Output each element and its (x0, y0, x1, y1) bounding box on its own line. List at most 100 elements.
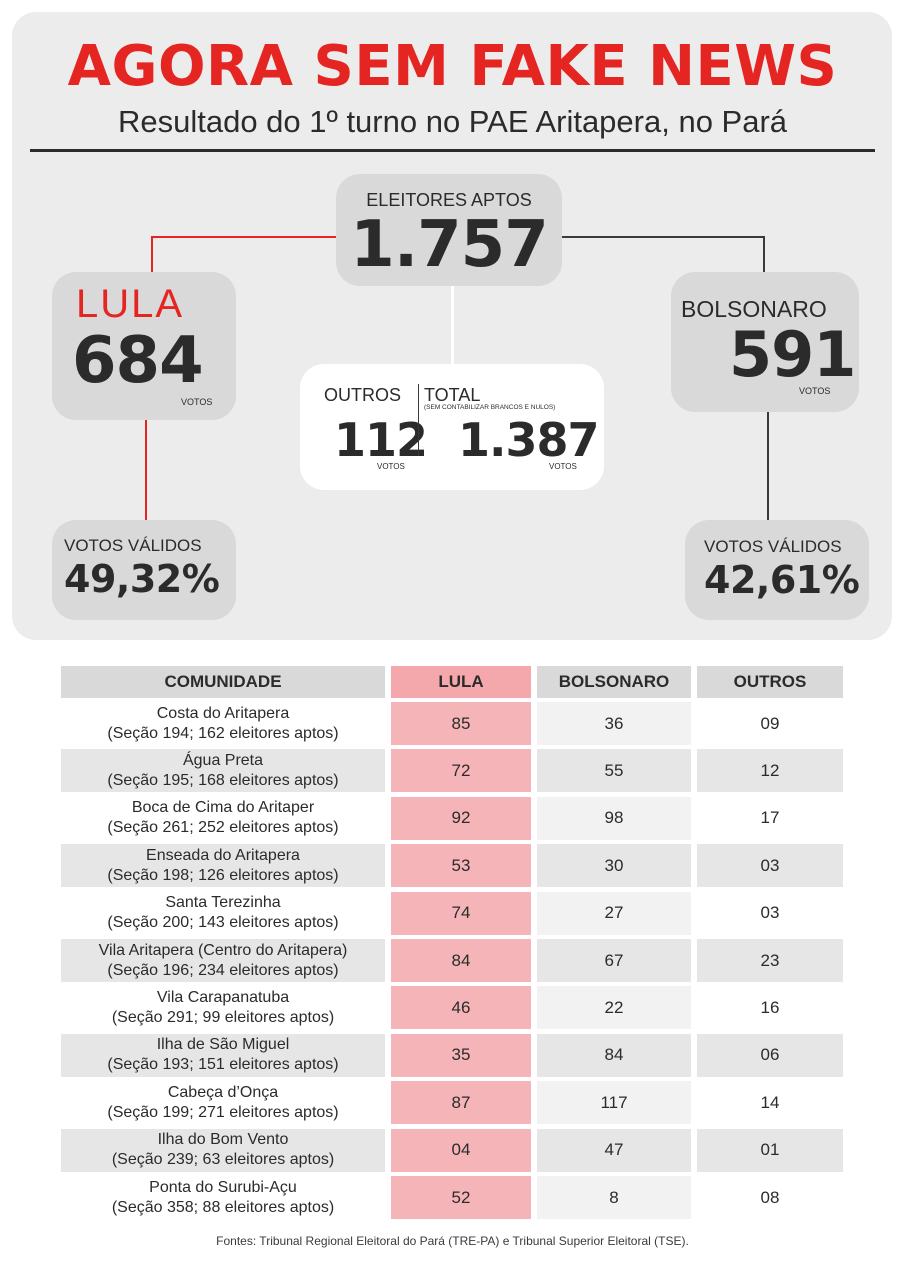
table-row-outros-votes: 12 (697, 749, 843, 793)
connector-bolsonaro-vertical-bottom (767, 412, 769, 522)
table-row-lula-votes: 85 (391, 702, 531, 745)
bolsonaro-votes-unit: VOTOS (799, 386, 831, 396)
table-row-outros-votes: 16 (697, 986, 843, 1030)
table-row-bolsonaro-votes: 67 (537, 939, 691, 982)
column-header-outros: OUTROS (697, 666, 843, 698)
outros-total-divider (418, 384, 419, 456)
community-section: (Seção 193; 151 eleitores aptos) (107, 1056, 339, 1074)
bolsonaro-valid-value: 42,61% (704, 558, 860, 602)
table-row-outros-votes: 06 (697, 1033, 843, 1077)
community-section: (Seção 196; 234 eleitores aptos) (107, 961, 339, 979)
table-row-lula-votes: 53 (391, 844, 531, 888)
headline: AGORA SEM FAKE NEWS (67, 34, 838, 99)
table-row-lula-votes: 72 (391, 749, 531, 793)
column-header-bolsonaro: BOLSONARO (537, 666, 691, 698)
table-row-bolsonaro-votes: 117 (537, 1081, 691, 1125)
community-section: (Seção 239; 63 eleitores aptos) (111, 1151, 335, 1169)
table-row-lula-votes: 74 (391, 891, 531, 935)
community-section: (Seção 198; 126 eleitores aptos) (107, 866, 339, 884)
community-section: (Seção 199; 271 eleitores aptos) (107, 1103, 339, 1121)
bolsonaro-valid-box (685, 520, 869, 620)
lula-valid-value: 49,32% (64, 557, 220, 601)
bolsonaro-box (671, 272, 859, 412)
lula-votes-unit: VOTOS (181, 397, 213, 407)
table-row-community: Vila Aritapera (Centro do Aritapera) (Seç… (61, 939, 385, 982)
table-row-outros-votes: 23 (697, 939, 843, 982)
table-row-lula-votes: 46 (391, 986, 531, 1030)
outros-votes: 112 (334, 413, 428, 467)
connector-total-vertical (451, 284, 454, 366)
community-name: Enseada do Aritapera (146, 846, 300, 864)
community-name: Cabeça d’Onça (167, 1083, 279, 1101)
table-row-lula-votes: 87 (391, 1081, 531, 1125)
community-section: (Seção 195; 168 eleitores aptos) (107, 771, 339, 789)
table-row-lula-votes: 92 (391, 796, 531, 840)
table-row-bolsonaro-votes: 47 (537, 1128, 691, 1172)
lula-label: LULA (76, 282, 185, 326)
community-name: Água Preta (182, 751, 264, 769)
table-row-community: Enseada do Aritapera (Seção 198; 126 elei… (61, 844, 385, 888)
column-header-comunidade: COMUNIDADE (61, 666, 385, 698)
table-row-bolsonaro-votes: 27 (537, 891, 691, 935)
table-row-lula-votes: 35 (391, 1033, 531, 1077)
table-row-outros-votes: 09 (697, 702, 843, 745)
outros-label: OUTROS (324, 385, 402, 405)
table-row-bolsonaro-votes: 55 (537, 749, 691, 793)
community-section: (Seção 291; 99 eleitores aptos) (111, 1008, 335, 1026)
connector-lula-horizontal (151, 236, 341, 238)
table-row-community: Ilha do Bom Vento (Seção 239; 63 eleitore… (61, 1128, 385, 1172)
community-section: (Seção 358; 88 eleitores aptos) (111, 1198, 335, 1216)
table-row-community: Costa do Aritapera (Seção 194; 162 eleito… (61, 702, 385, 745)
table-row-outros-votes: 14 (697, 1081, 843, 1125)
title-divider (30, 149, 875, 152)
table-row-community: Água Preta (Seção 195; 168 eleitores apto… (61, 749, 385, 793)
community-name: Boca de Cima do Aritaper (131, 799, 315, 817)
table-row-bolsonaro-votes: 22 (537, 986, 691, 1030)
table-row-lula-votes: 52 (391, 1176, 531, 1219)
lula-box (52, 272, 236, 420)
connector-lula-vertical-bottom (145, 420, 147, 522)
community-name: Costa do Aritapera (156, 704, 290, 722)
community-name: Ponta do Surubi-Açu (149, 1178, 297, 1196)
community-name: Ilha de São Miguel (156, 1036, 290, 1054)
table-row-outros-votes: 01 (697, 1128, 843, 1172)
connector-bolsonaro-vertical-top (763, 236, 765, 274)
lula-valid-box (52, 520, 236, 620)
community-name: Ilha do Bom Vento (157, 1131, 289, 1149)
table-row-community: Ilha de São Miguel (Seção 193; 151 eleito… (61, 1033, 385, 1077)
community-section: (Seção 261; 252 eleitores aptos) (107, 819, 339, 837)
outros-total-box (300, 364, 604, 490)
eleitores-label: ELEITORES APTOS (366, 190, 532, 210)
total-label: TOTAL (424, 385, 481, 405)
table-row-community: Boca de Cima do Aritaper (Seção 261; 252 … (61, 796, 385, 840)
table-row-lula-votes: 84 (391, 939, 531, 982)
total-votes: 1.387 (458, 413, 600, 467)
table-row-community: Ponta do Surubi-Açu (Seção 358; 88 eleito… (61, 1176, 385, 1219)
table-row-outros-votes: 17 (697, 796, 843, 840)
table-row-bolsonaro-votes: 84 (537, 1033, 691, 1077)
eleitores-value: 1.757 (350, 208, 548, 282)
sources-footnote: Fontes: Tribunal Regional Eleitoral do P… (216, 1234, 689, 1248)
table-row-bolsonaro-votes: 30 (537, 844, 691, 888)
community-name: Santa Terezinha (165, 894, 281, 912)
bolsonaro-label: BOLSONARO (681, 296, 827, 322)
table-row-bolsonaro-votes: 98 (537, 796, 691, 840)
table-row-outros-votes: 08 (697, 1176, 843, 1219)
column-header-lula: LULA (391, 666, 531, 698)
table-row-outros-votes: 03 (697, 891, 843, 935)
table-row-outros-votes: 03 (697, 844, 843, 888)
bolsonaro-valid-label: VOTOS VÁLIDOS (704, 537, 842, 556)
table-row-community: Vila Carapanatuba (Seção 291; 99 eleitore… (61, 986, 385, 1030)
community-section: (Seção 200; 143 eleitores aptos) (107, 914, 339, 932)
subtitle: Resultado do 1º turno no PAE Aritapera, … (117, 104, 788, 139)
lula-votes: 684 (72, 324, 204, 398)
table-row-bolsonaro-votes: 36 (537, 702, 691, 745)
community-name: Vila Aritapera (Centro do Aritapera) (98, 941, 348, 959)
total-note: (SEM CONTABILIZAR BRANCOS E NULOS) (424, 404, 556, 411)
total-votes-unit: VOTOS (549, 462, 577, 471)
connector-bolsonaro-horizontal (555, 236, 765, 238)
table-row-lula-votes: 04 (391, 1128, 531, 1172)
table-row-community: Cabeça d’Onça (Seção 199; 271 eleitores a… (61, 1081, 385, 1125)
community-section: (Seção 194; 162 eleitores aptos) (107, 724, 339, 742)
table-row-community: Santa Terezinha (Seção 200; 143 eleitores… (61, 891, 385, 935)
